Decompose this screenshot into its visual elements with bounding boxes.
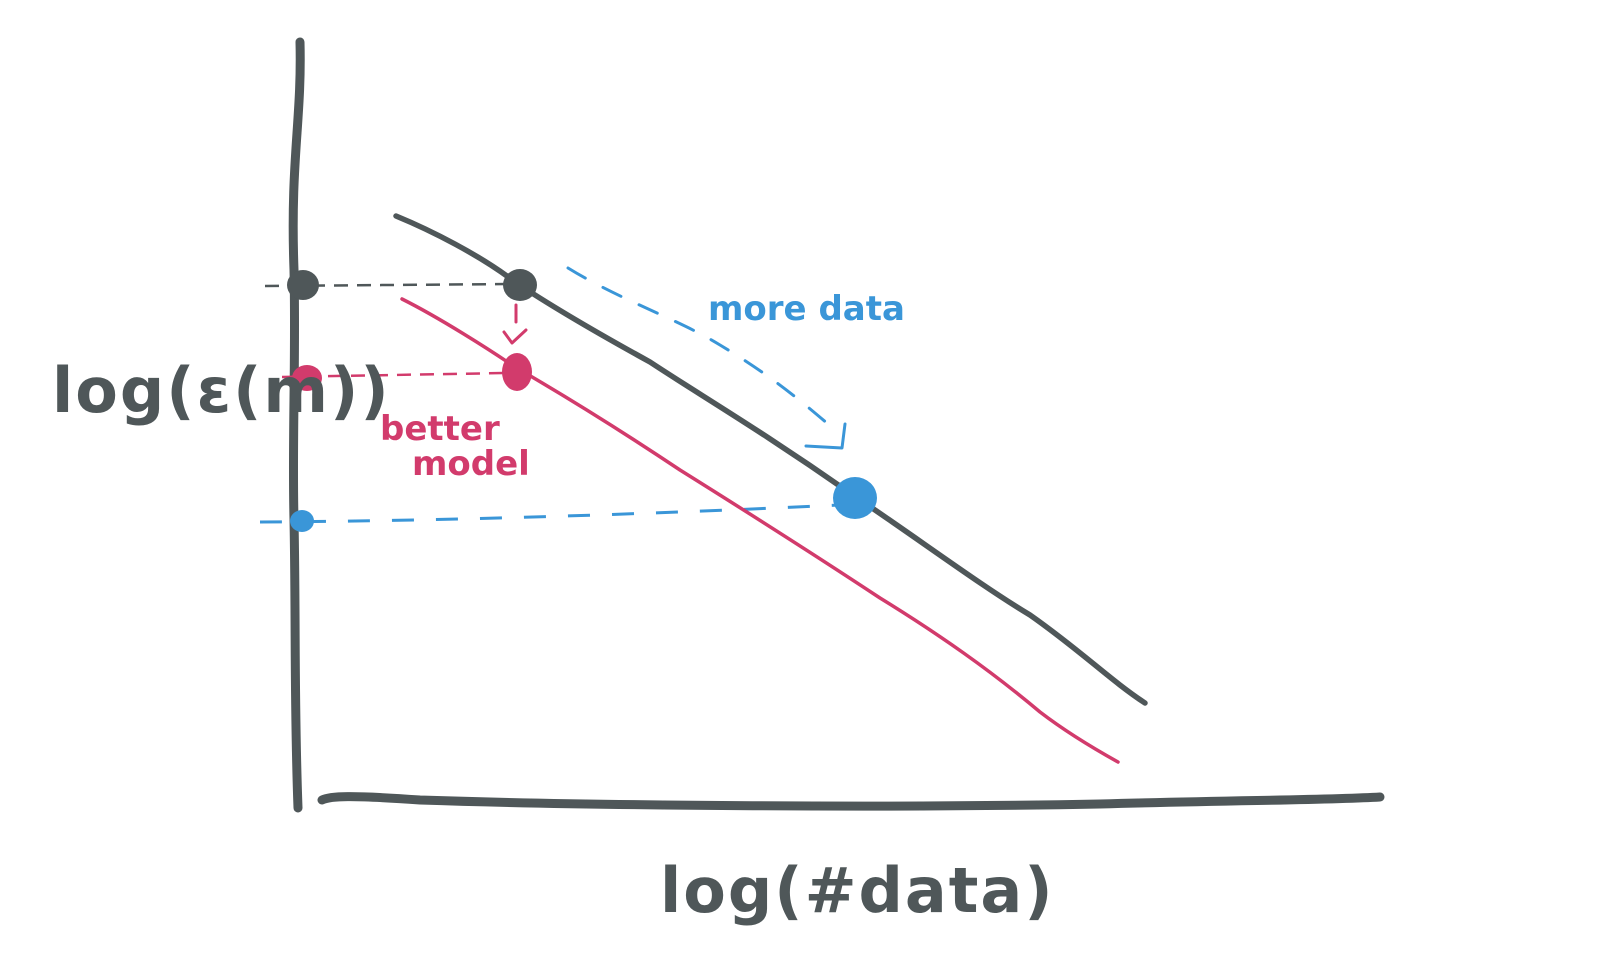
better-model-point	[502, 353, 532, 391]
better-model-label-line1: better	[380, 409, 500, 449]
y-axis-label: log(ε(m))	[52, 354, 391, 427]
better-model-arrowhead	[502, 328, 528, 345]
y-intercept-blue-dot	[290, 510, 314, 532]
y-intercept-gray-dot	[287, 270, 319, 300]
more-data-point	[833, 477, 877, 519]
x-axis	[317, 792, 1385, 811]
baseline-point	[503, 269, 537, 301]
y-axis	[288, 37, 305, 813]
guide-dashed-pink	[281, 371, 506, 379]
more-data-label: more data	[708, 289, 905, 329]
guide-dashed-gray	[264, 282, 513, 288]
y-intercept-pink-dot	[292, 365, 322, 391]
x-axis-label: log(#data)	[660, 854, 1055, 927]
better-model-label-line2: model	[412, 444, 530, 484]
guide-dashed-blue	[259, 503, 841, 524]
more-data-arrow	[566, 266, 837, 432]
more-data-arrowhead	[804, 422, 847, 450]
